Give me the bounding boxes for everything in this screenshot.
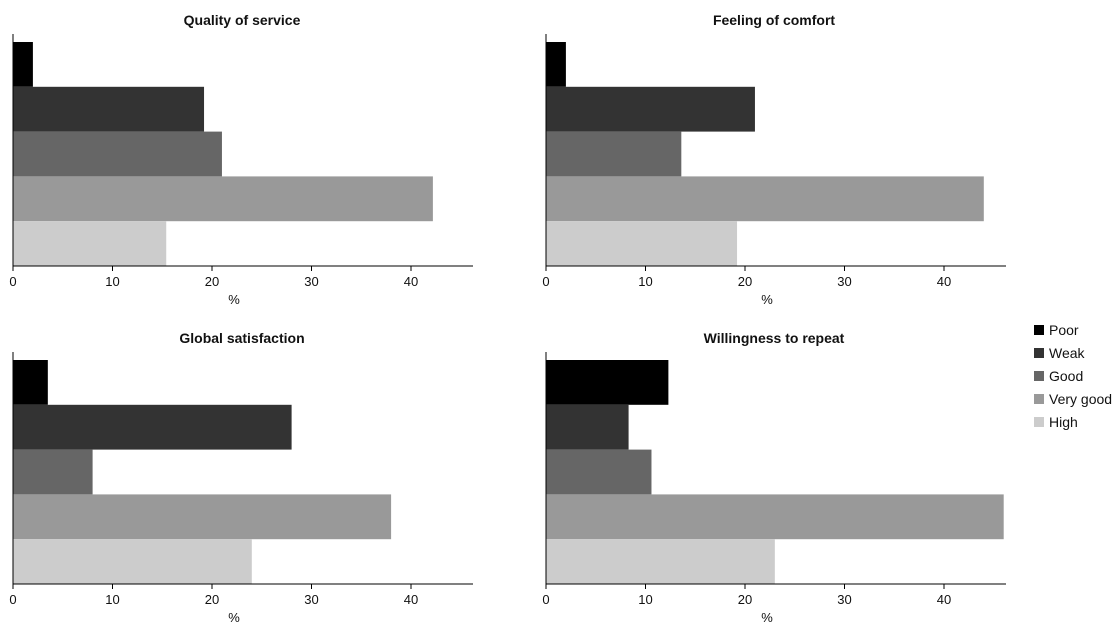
x-axis-label: % — [228, 610, 240, 625]
x-tick-label: 10 — [105, 592, 119, 607]
x-tick-label: 20 — [738, 592, 752, 607]
x-tick-label: 10 — [638, 592, 652, 607]
bar-poor — [546, 42, 566, 87]
x-tick-label: 30 — [304, 592, 318, 607]
bar-weak — [546, 404, 629, 450]
bar-good — [13, 449, 93, 495]
bar-very-good — [13, 176, 433, 222]
panel-title: Global satisfaction — [179, 330, 304, 346]
legend-swatch — [1034, 370, 1044, 381]
bar-high — [13, 221, 167, 266]
bar-poor — [546, 360, 669, 405]
x-axis-label: % — [761, 292, 773, 307]
legend-swatch — [1034, 324, 1044, 335]
legend-swatch — [1034, 416, 1044, 427]
x-tick-label: 30 — [304, 274, 318, 289]
legend-label: Weak — [1049, 344, 1085, 361]
panel-1: Quality of service 0 10 20 30 40% — [9, 12, 473, 307]
legend-item-high: High — [1034, 410, 1112, 433]
bar-high — [13, 539, 252, 584]
bar-high — [546, 539, 775, 584]
panel-title: Feeling of comfort — [713, 12, 835, 28]
panel-title: Willingness to repeat — [704, 330, 845, 346]
bar-very-good — [546, 176, 984, 222]
legend: Poor Weak Good Very good High — [1034, 318, 1112, 433]
x-axis-label: % — [761, 610, 773, 625]
legend-swatch — [1034, 347, 1044, 358]
bar-weak — [13, 404, 292, 450]
panel-3: Global satisfaction 0 10 20 30 40% — [9, 330, 473, 625]
bar-very-good — [546, 494, 1004, 540]
legend-label: Poor — [1049, 321, 1079, 338]
legend-label: Good — [1049, 367, 1084, 384]
panel-title: Quality of service — [184, 12, 301, 28]
x-tick-label: 0 — [9, 274, 16, 289]
x-tick-label: 40 — [937, 274, 951, 289]
legend-swatch — [1034, 393, 1044, 404]
x-tick-label: 20 — [205, 592, 219, 607]
x-tick-label: 40 — [404, 274, 418, 289]
x-tick-label: 30 — [837, 274, 851, 289]
x-tick-label: 30 — [837, 592, 851, 607]
bar-weak — [546, 86, 755, 132]
x-tick-label: 10 — [638, 274, 652, 289]
x-tick-label: 10 — [105, 274, 119, 289]
panel-2: Feeling of comfort 0 10 20 30 40% — [542, 12, 1006, 307]
x-tick-label: 40 — [937, 592, 951, 607]
legend-item-weak: Weak — [1034, 341, 1112, 364]
x-tick-label: 20 — [205, 274, 219, 289]
legend-item-poor: Poor — [1034, 318, 1112, 341]
legend-label: Very good — [1049, 390, 1113, 407]
bar-poor — [13, 360, 48, 405]
legend-label: High — [1049, 413, 1078, 430]
x-axis-label: % — [228, 292, 240, 307]
bar-weak — [13, 86, 205, 132]
legend-item-good: Good — [1034, 364, 1112, 387]
x-tick-label: 0 — [542, 592, 549, 607]
legend-item-very-good: Very good — [1034, 387, 1112, 410]
bar-good — [546, 449, 652, 495]
bar-good — [13, 131, 222, 177]
x-tick-label: 0 — [9, 592, 16, 607]
bar-high — [546, 221, 738, 266]
x-tick-label: 40 — [404, 592, 418, 607]
bar-very-good — [13, 494, 392, 540]
x-tick-label: 20 — [738, 274, 752, 289]
panel-4: Willingness to repeat 0 10 20 30 40% — [542, 330, 1006, 625]
bar-good — [546, 131, 682, 177]
x-tick-label: 0 — [542, 274, 549, 289]
bar-poor — [13, 42, 33, 87]
